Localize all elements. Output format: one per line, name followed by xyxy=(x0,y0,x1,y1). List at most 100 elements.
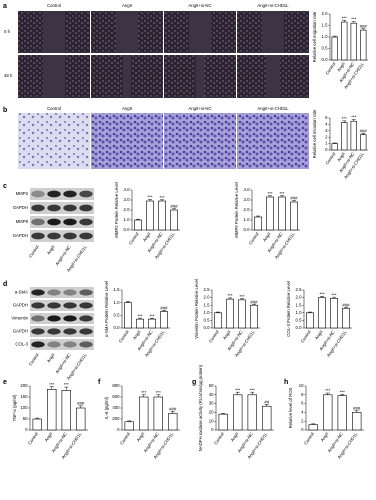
blot-strip xyxy=(30,287,94,298)
error-bar xyxy=(126,301,130,303)
bar xyxy=(330,298,338,329)
y-tick-label: 10 xyxy=(209,418,214,423)
y-axis-label: COL-3 Protein Relative Level xyxy=(286,281,291,337)
bar xyxy=(360,29,367,61)
blot-band xyxy=(79,190,93,198)
x-tick-label: Control xyxy=(119,431,131,445)
error-bar xyxy=(342,19,347,23)
band-label: MMP9 xyxy=(16,219,29,224)
x-tick-label: AngII xyxy=(142,231,152,242)
scratch-gap xyxy=(195,55,205,98)
y-tick-label: 4 xyxy=(301,410,304,415)
y-axis-label: MMP9 Protein Relative Level xyxy=(234,182,239,237)
bar xyxy=(139,396,149,431)
significance: ### xyxy=(160,305,168,310)
y-tick-label: 0 xyxy=(117,427,120,432)
y-tick-label: 1.0 xyxy=(322,34,329,39)
scratch-gap xyxy=(262,11,284,53)
blot-strip xyxy=(30,339,94,350)
blot-band xyxy=(47,190,61,198)
significance: *** xyxy=(342,15,347,20)
y-tick-label: 5 xyxy=(325,115,328,120)
y-tick-label: 40 xyxy=(209,392,214,397)
error-bar xyxy=(170,411,175,414)
bar xyxy=(158,200,166,231)
x-tick-label: AngII xyxy=(222,329,232,340)
blot-band xyxy=(63,289,77,296)
y-tick-label: 100 xyxy=(20,405,28,410)
scratch-gap xyxy=(123,55,131,98)
y-axis-label: Relative cell invasion rate xyxy=(312,109,317,158)
bar xyxy=(323,394,333,431)
x-tick-label: AngII xyxy=(320,431,330,442)
bar xyxy=(32,418,42,431)
y-tick-label: 1.5 xyxy=(296,302,303,307)
significance: *** xyxy=(279,191,284,196)
bar xyxy=(254,216,262,231)
y-tick-label: 1.5 xyxy=(322,23,329,28)
y-tick-label: 1.0 xyxy=(244,217,251,222)
significance: *** xyxy=(64,382,69,387)
y-tick-label: 0.0 xyxy=(204,325,211,330)
y-tick-label: 0.5 xyxy=(114,312,121,317)
y-tick-label: 0.5 xyxy=(296,318,303,323)
error-bar xyxy=(127,420,132,422)
significance: *** xyxy=(319,292,324,297)
significance: ### xyxy=(360,24,368,29)
error-bar xyxy=(325,392,330,395)
blot-band xyxy=(79,204,93,212)
lane-label: Control xyxy=(28,244,40,258)
y-axis-label: α-SMA Protein Relative Level xyxy=(104,281,109,337)
panel-letter: h xyxy=(284,379,288,386)
x-tick-label: Control xyxy=(324,61,336,75)
blot-band xyxy=(79,315,93,322)
y-tick-label: 1.0 xyxy=(124,217,131,222)
error-bar xyxy=(136,218,140,220)
blot-band xyxy=(47,328,61,335)
error-bar xyxy=(268,195,272,197)
error-bar xyxy=(162,310,166,312)
significance: ### xyxy=(169,406,177,411)
column-header: AngII+si-CHD1L xyxy=(257,3,289,8)
error-bar xyxy=(78,405,83,408)
error-bar xyxy=(351,119,356,122)
row-label: 48 h xyxy=(4,73,13,78)
blot-band xyxy=(79,302,93,309)
bar xyxy=(146,200,154,231)
error-bar xyxy=(228,297,232,300)
significance: *** xyxy=(235,387,240,392)
significance: ### xyxy=(353,406,361,411)
x-tick-label: Control xyxy=(208,329,220,343)
invasion-image xyxy=(18,113,90,169)
y-tick-label: 0 xyxy=(301,427,304,432)
x-tick-label: AngII xyxy=(136,431,146,442)
band-label: MMP2 xyxy=(16,191,29,196)
error-bar xyxy=(156,394,161,397)
y-tick-label: 0.0 xyxy=(296,325,303,330)
y-tick-label: 0.0 xyxy=(322,57,329,62)
blot-band xyxy=(47,315,61,322)
y-tick-label: 0 xyxy=(25,427,28,432)
error-bar xyxy=(160,199,164,201)
blot-band xyxy=(47,232,61,240)
bar xyxy=(360,134,367,151)
y-tick-label: 1.0 xyxy=(204,310,211,315)
lane-label: AngII xyxy=(46,244,56,255)
y-tick-label: 20 xyxy=(209,410,214,415)
band-label: GAPDH xyxy=(13,303,28,308)
error-bar xyxy=(361,28,366,31)
y-tick-label: 1.5 xyxy=(114,287,121,292)
y-tick-label: 50 xyxy=(23,416,28,421)
blot-band xyxy=(79,328,93,335)
significance: ### xyxy=(360,129,368,134)
y-tick-label: 4.0 xyxy=(124,187,131,192)
blot-strip xyxy=(30,326,94,337)
bar xyxy=(306,312,314,329)
y-axis-label: Vimentin Protein Relative Level xyxy=(194,279,199,339)
error-bar xyxy=(49,386,54,390)
invasion-image xyxy=(91,113,163,169)
x-tick-label: Control xyxy=(300,329,312,343)
blot-band xyxy=(63,218,77,226)
